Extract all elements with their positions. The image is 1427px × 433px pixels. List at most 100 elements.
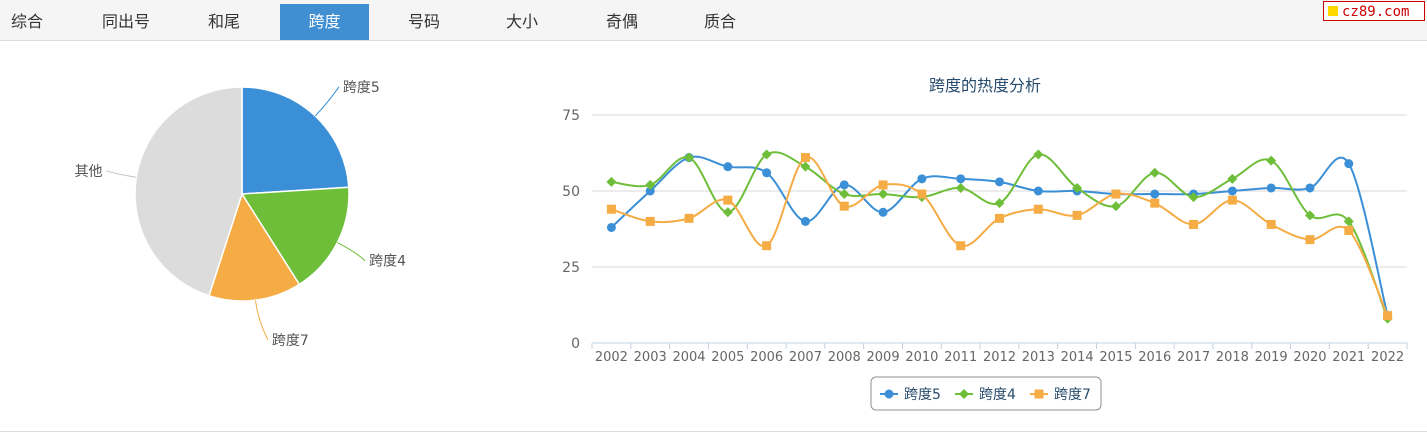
data-point[interactable] — [800, 153, 810, 163]
data-point[interactable] — [1033, 186, 1043, 196]
tab-zhihe[interactable]: 质合 — [703, 12, 736, 31]
data-point[interactable] — [1344, 159, 1354, 169]
data-point[interactable] — [645, 186, 655, 196]
data-point[interactable] — [839, 201, 849, 211]
data-point[interactable] — [1227, 195, 1237, 205]
x-tick-label: 2009 — [867, 350, 900, 365]
data-point[interactable] — [606, 176, 617, 187]
data-point[interactable] — [1033, 204, 1043, 214]
data-point[interactable] — [1305, 183, 1315, 193]
line-chart: 跨度的热度分析 0 25 50 75 2002 2003 2004 2005 2006 2007 2… — [562, 76, 1408, 365]
data-point[interactable] — [995, 177, 1004, 187]
logo-square-icon — [1328, 6, 1338, 16]
tab-daxiao[interactable]: 大小 — [505, 12, 538, 31]
data-point[interactable] — [606, 204, 616, 214]
data-point[interactable] — [606, 222, 616, 232]
data-point[interactable] — [1150, 189, 1160, 199]
data-point[interactable] — [878, 207, 888, 217]
pie-label: 跨度7 — [272, 333, 309, 349]
legend-item[interactable]: 跨度4 — [979, 387, 1016, 403]
y-tick-label: 75 — [562, 108, 580, 124]
data-point[interactable] — [1227, 173, 1238, 184]
x-tick-label: 2011 — [944, 350, 977, 365]
pie-connector — [106, 170, 137, 178]
data-point[interactable] — [762, 241, 772, 251]
x-tick-label: 2017 — [1177, 350, 1210, 365]
data-point[interactable] — [1072, 210, 1082, 220]
data-point[interactable] — [645, 216, 655, 226]
tab-zonghe[interactable]: 综合 — [10, 12, 43, 31]
legend-marker[interactable] — [959, 389, 969, 399]
data-point[interactable] — [1188, 192, 1199, 203]
data-point[interactable] — [684, 213, 694, 223]
data-point[interactable] — [994, 198, 1005, 209]
data-point[interactable] — [1305, 235, 1315, 245]
data-point[interactable] — [956, 174, 966, 184]
chart-legend: 跨度5 跨度4 跨度7 — [870, 376, 1102, 411]
legend-marker[interactable] — [884, 389, 894, 399]
y-tick-label: 25 — [562, 260, 580, 276]
pie-label: 跨度4 — [369, 254, 406, 270]
data-point[interactable] — [722, 207, 733, 218]
data-point[interactable] — [955, 182, 966, 193]
data-point[interactable] — [917, 189, 927, 199]
tab-jiou[interactable]: 奇偶 — [605, 12, 638, 31]
series-line — [611, 156, 1389, 317]
data-point[interactable] — [917, 174, 927, 184]
tab-tongchuhao[interactable]: 同出号 — [101, 12, 150, 31]
x-tick-label: 2022 — [1371, 350, 1404, 365]
data-point[interactable] — [1266, 183, 1276, 193]
legend-item[interactable]: 跨度5 — [904, 387, 941, 403]
pie-slice[interactable] — [207, 192, 301, 302]
data-point[interactable] — [762, 168, 772, 178]
data-point[interactable] — [1072, 182, 1083, 193]
data-point[interactable] — [1383, 311, 1393, 321]
x-tick-label: 2006 — [750, 350, 783, 365]
x-tick-label: 2020 — [1293, 350, 1326, 365]
pie-slice[interactable] — [241, 86, 350, 195]
x-tick-label: 2004 — [672, 350, 705, 365]
data-point[interactable] — [1344, 226, 1354, 236]
data-point[interactable] — [723, 195, 733, 205]
data-point[interactable] — [645, 179, 656, 190]
tab-haoma[interactable]: 号码 — [407, 12, 440, 31]
data-point[interactable] — [1033, 149, 1044, 160]
data-point[interactable] — [1149, 167, 1160, 178]
data-point[interactable] — [1110, 201, 1121, 212]
data-point[interactable] — [878, 180, 888, 190]
data-point[interactable] — [1227, 186, 1237, 196]
data-point[interactable] — [1304, 210, 1315, 221]
tab-bar: 综合 同出号 和尾 跨度 号码 大小 奇偶 质合 cz89.com — [0, 0, 1427, 41]
data-point[interactable] — [761, 149, 772, 160]
data-point[interactable] — [1189, 219, 1199, 229]
data-point[interactable] — [723, 162, 733, 172]
data-point[interactable] — [1111, 189, 1121, 199]
data-point[interactable] — [684, 152, 695, 163]
logo-text: cz89.com — [1342, 4, 1410, 20]
legend-item[interactable]: 跨度7 — [1054, 387, 1091, 403]
series-line — [611, 151, 1389, 320]
pie-slice[interactable] — [240, 186, 350, 286]
x-tick-label: 2021 — [1332, 350, 1365, 365]
data-point[interactable] — [878, 189, 889, 200]
data-point[interactable] — [1150, 198, 1160, 208]
data-point[interactable] — [800, 161, 811, 172]
site-logo[interactable]: cz89.com — [1323, 1, 1425, 21]
data-point[interactable] — [1343, 216, 1354, 227]
data-point[interactable] — [956, 241, 966, 251]
x-tick-label: 2015 — [1099, 350, 1132, 365]
data-point[interactable] — [995, 213, 1004, 223]
y-tick-label: 0 — [571, 336, 580, 352]
x-tick-label: 2016 — [1138, 350, 1171, 365]
data-point[interactable] — [800, 216, 810, 226]
data-point[interactable] — [839, 180, 849, 190]
data-point[interactable] — [1266, 219, 1276, 229]
data-point[interactable] — [1266, 155, 1277, 166]
pie-label: 跨度5 — [343, 80, 380, 96]
y-tick-label: 50 — [562, 184, 580, 200]
tab-kuadu[interactable]: 跨度 — [280, 4, 369, 40]
legend-marker[interactable] — [1034, 389, 1044, 399]
data-point[interactable] — [839, 189, 850, 200]
tab-hewei[interactable]: 和尾 — [207, 12, 240, 31]
